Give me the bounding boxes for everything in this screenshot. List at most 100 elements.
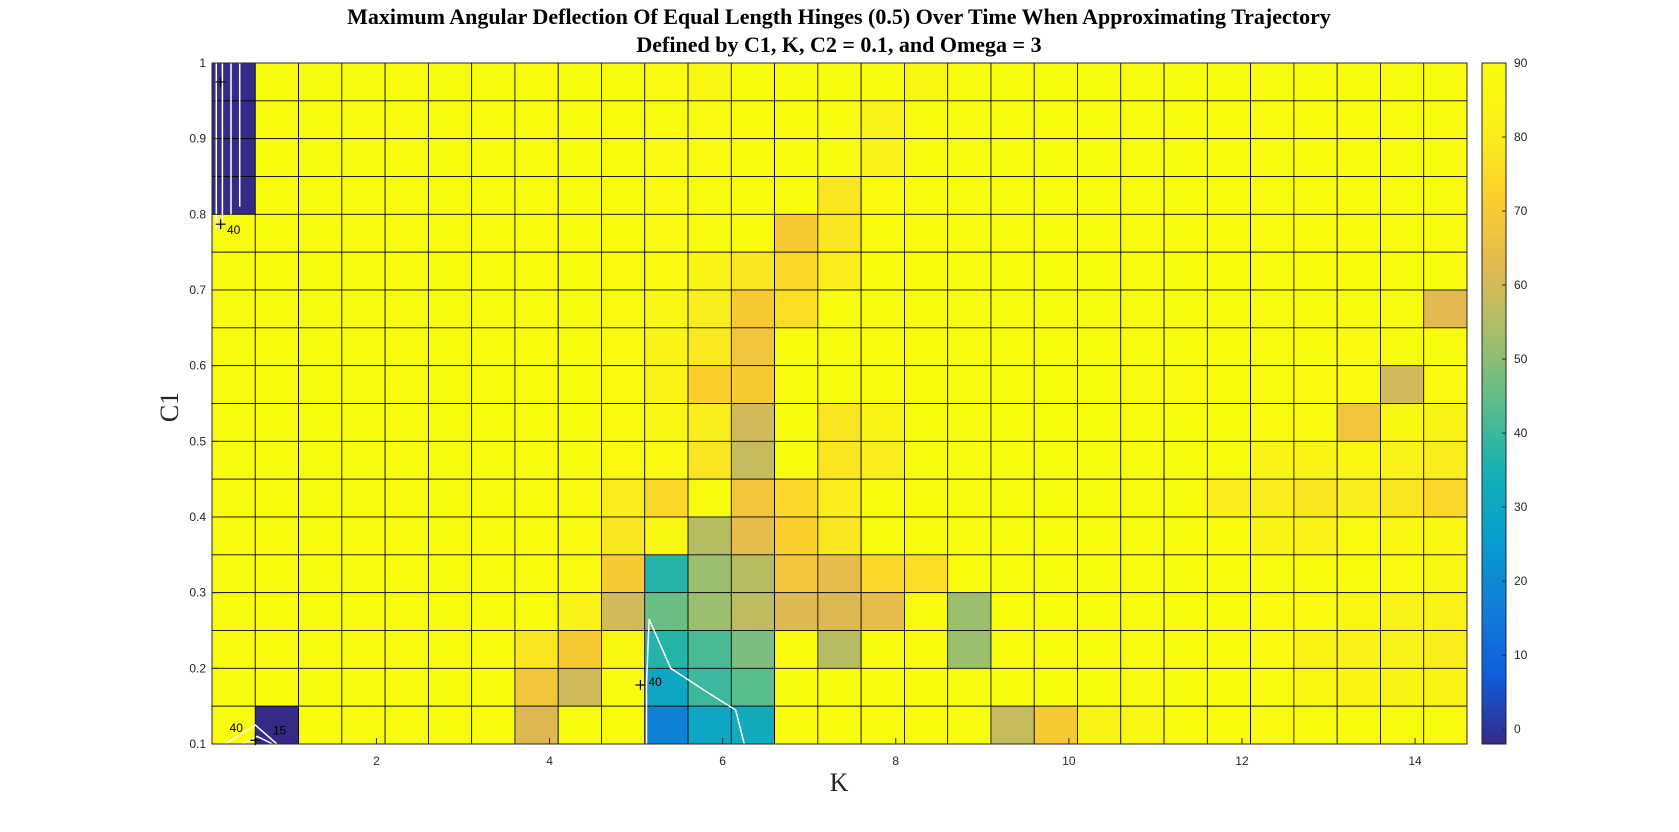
heatmap-cell — [254, 100, 299, 140]
heatmap-cell — [774, 667, 819, 707]
heatmap-cell — [514, 667, 559, 707]
heatmap-cell — [471, 592, 516, 631]
heatmap-cell — [947, 176, 992, 215]
heatmap-cell — [471, 289, 516, 329]
heatmap-cell — [1077, 630, 1122, 669]
chart-title-line1: Maximum Angular Deflection Of Equal Leng… — [347, 4, 1331, 29]
heatmap-cell — [1077, 213, 1122, 253]
heatmap-cell — [601, 440, 646, 480]
heatmap-cell — [644, 705, 689, 745]
heatmap-cell — [298, 213, 343, 253]
heatmap-cell — [860, 478, 905, 518]
heatmap-cell — [254, 592, 299, 631]
plot-frame — [211, 62, 1468, 745]
heatmap-cells — [211, 62, 1468, 745]
y-axis-ticks: 0.1 0.2 0.3 0.4 0.5 0.6 0.7 0.8 0.9 1 — [189, 56, 218, 751]
heatmap-cell — [514, 365, 559, 404]
heatmap-cell — [254, 365, 299, 404]
heatmap-cell — [644, 289, 689, 329]
heatmap-cell — [341, 138, 386, 177]
heatmap-cell — [1380, 138, 1425, 177]
heatmap-cell — [1206, 403, 1252, 442]
heatmap-cell — [557, 365, 602, 404]
heatmap-cell — [1293, 630, 1338, 669]
heatmap-cell — [947, 630, 992, 669]
heatmap-cell — [384, 478, 429, 518]
heatmap-cell — [644, 138, 689, 177]
heatmap-cell — [427, 705, 473, 745]
heatmap-cell — [298, 138, 343, 177]
heatmap-cell — [730, 478, 775, 518]
heatmap-cell — [1336, 251, 1381, 291]
heatmap-cell — [644, 440, 689, 480]
heatmap-cell — [1206, 138, 1252, 177]
heatmap-cell — [1380, 62, 1425, 102]
heatmap-cell — [990, 289, 1035, 329]
heatmap-cell — [1163, 365, 1208, 404]
heatmap-cell — [990, 630, 1035, 669]
heatmap-cell — [1250, 516, 1295, 556]
heatmap-cell — [384, 554, 429, 594]
heatmap-cell — [601, 630, 646, 669]
heatmap-cell — [384, 516, 429, 556]
heatmap-cell — [730, 630, 775, 669]
heatmap-cell — [211, 478, 256, 518]
heatmap-cell — [1120, 667, 1165, 707]
heatmap-cell — [1380, 100, 1425, 140]
heatmap-cell — [427, 478, 473, 518]
heatmap-cell — [644, 213, 689, 253]
heatmap-cell — [298, 667, 343, 707]
heatmap-cell — [1077, 667, 1122, 707]
heatmap-cell — [730, 289, 775, 329]
heatmap-cell — [298, 289, 343, 329]
heatmap-cell — [471, 478, 516, 518]
heatmap-cell — [817, 630, 862, 669]
heatmap-cell — [947, 554, 992, 594]
heatmap-cell — [687, 138, 732, 177]
heatmap-cell — [427, 138, 473, 177]
heatmap-cell — [298, 176, 343, 215]
heatmap-cell — [1380, 403, 1425, 442]
heatmap-cell — [601, 403, 646, 442]
heatmap-cell — [1120, 630, 1165, 669]
heatmap-cell — [774, 251, 819, 291]
heatmap-cell — [730, 667, 775, 707]
heatmap-cell — [1293, 62, 1338, 102]
heatmap-cell — [514, 251, 559, 291]
heatmap-cell — [817, 554, 862, 594]
heatmap-cell — [1077, 403, 1122, 442]
heatmap-cell — [1250, 213, 1295, 253]
colorbar-tick-label: 30 — [1514, 500, 1528, 514]
heatmap-cell — [254, 440, 299, 480]
heatmap-cell — [860, 100, 905, 140]
heatmap-cell — [1293, 403, 1338, 442]
heatmap-cell — [904, 630, 949, 669]
heatmap-cell — [471, 705, 516, 745]
heatmap-cell — [774, 630, 819, 669]
heatmap-cell — [774, 516, 819, 556]
heatmap-cell — [860, 705, 905, 745]
heatmap-cell — [1293, 554, 1338, 594]
x-tick-label: 6 — [719, 754, 726, 768]
heatmap-cell — [990, 705, 1035, 745]
heatmap-cell — [427, 289, 473, 329]
heatmap-cell — [1423, 138, 1468, 177]
contour-line — [241, 735, 273, 745]
heatmap-cell — [384, 62, 429, 102]
heatmap-cell — [1250, 289, 1295, 329]
heatmap-cell — [1423, 251, 1468, 291]
heatmap-cell — [514, 213, 559, 253]
heatmap-cell — [211, 365, 256, 404]
heatmap-cell — [1033, 365, 1078, 404]
heatmap-cell — [1163, 478, 1208, 518]
heatmap-cell — [1163, 440, 1208, 480]
heatmap-cell — [990, 62, 1035, 102]
heatmap-cell — [1120, 213, 1165, 253]
heatmap-cell — [1163, 100, 1208, 140]
heatmap-cell — [1336, 516, 1381, 556]
heatmap-cell — [990, 667, 1035, 707]
heatmap-cell — [1423, 592, 1468, 631]
heatmap-cell — [774, 213, 819, 253]
heatmap-cell — [1336, 478, 1381, 518]
heatmap-cell — [601, 365, 646, 404]
